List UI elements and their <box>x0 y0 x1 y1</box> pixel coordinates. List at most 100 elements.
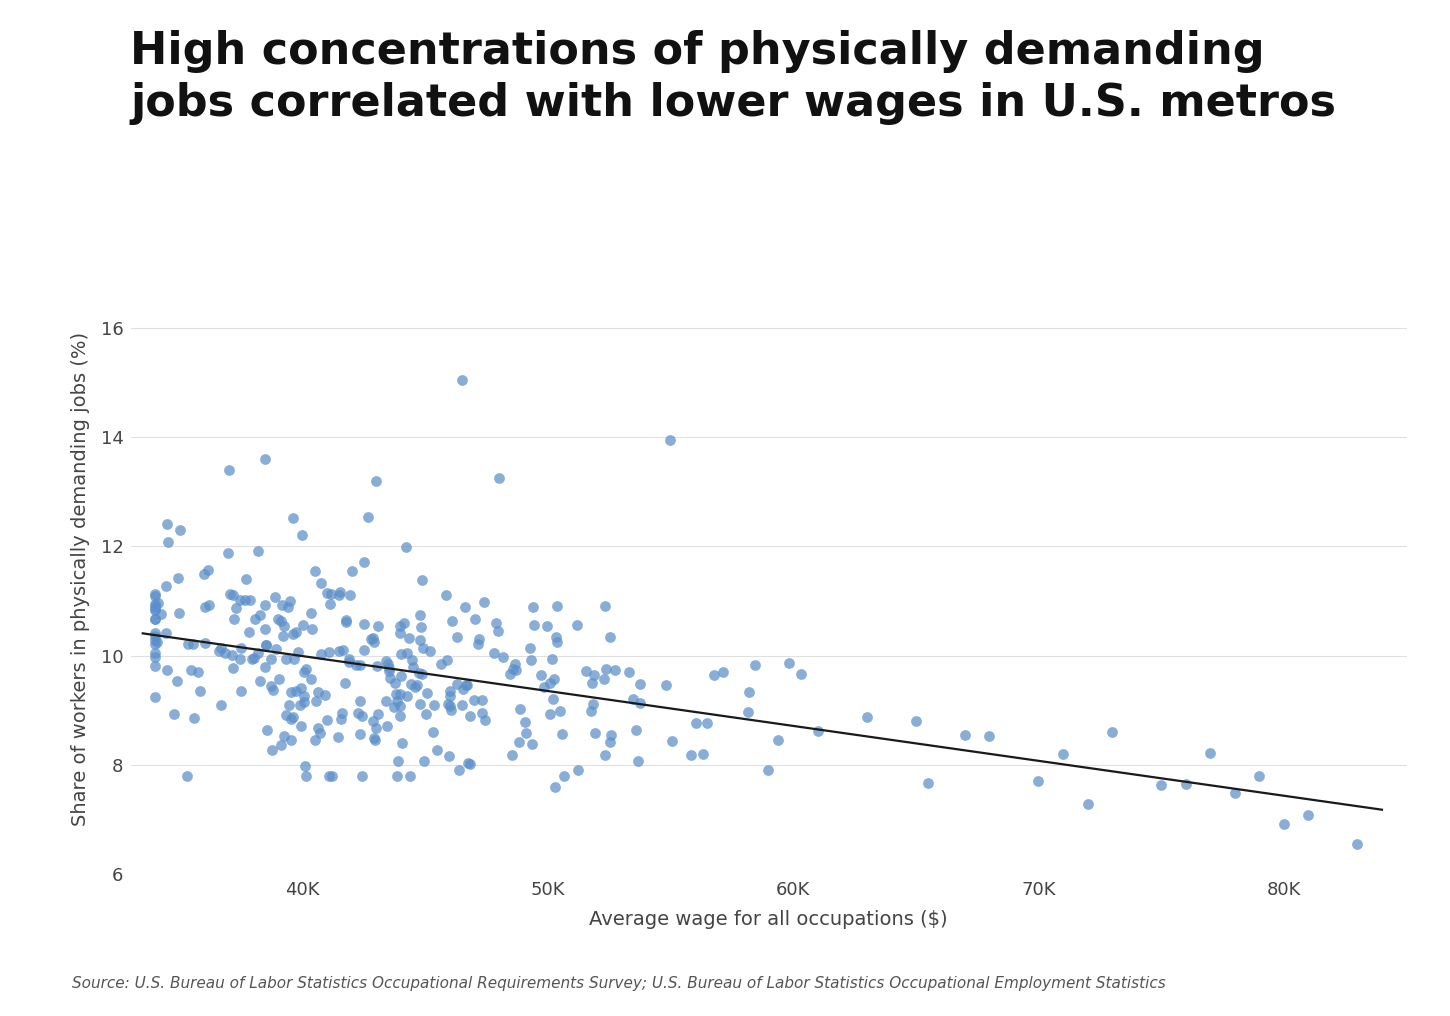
Point <box>393 616 416 632</box>
Point <box>247 543 270 559</box>
Point <box>622 691 645 707</box>
Point <box>309 725 332 742</box>
Point <box>532 679 555 695</box>
Point <box>471 593 494 610</box>
Point <box>254 451 277 467</box>
Point <box>144 625 167 641</box>
Point <box>403 679 426 695</box>
Point <box>244 611 267 627</box>
Point <box>448 762 471 778</box>
Point <box>407 665 431 682</box>
Point <box>146 595 170 612</box>
Point <box>1199 745 1222 761</box>
Point <box>144 628 167 644</box>
Point <box>318 767 341 783</box>
Point <box>438 683 461 699</box>
Point <box>157 533 180 550</box>
Point <box>188 683 212 699</box>
Point <box>144 689 167 705</box>
Point <box>175 767 199 783</box>
Point <box>412 753 435 769</box>
Point <box>535 619 558 635</box>
Point <box>329 711 352 727</box>
Point <box>228 650 251 666</box>
Point <box>331 705 354 721</box>
Point <box>180 661 203 678</box>
Point <box>349 693 373 709</box>
Point <box>410 572 434 588</box>
Point <box>415 685 438 701</box>
Point <box>225 600 248 617</box>
Point <box>692 746 715 762</box>
X-axis label: Average wage for all occupations ($): Average wage for all occupations ($) <box>589 909 948 929</box>
Point <box>583 666 606 683</box>
Point <box>522 617 545 633</box>
Point <box>273 618 296 634</box>
Point <box>695 714 718 731</box>
Point <box>286 644 309 660</box>
Point <box>593 672 616 688</box>
Point <box>603 661 626 678</box>
Point <box>594 661 618 678</box>
Point <box>658 432 682 448</box>
Point <box>381 698 405 714</box>
Point <box>229 640 252 656</box>
Point <box>1027 773 1050 789</box>
Point <box>291 694 315 710</box>
Point <box>499 666 522 683</box>
Point <box>284 624 307 640</box>
Point <box>144 587 167 604</box>
Point <box>318 596 341 613</box>
Point <box>660 734 683 750</box>
Point <box>289 718 312 735</box>
Text: High concentrations of physically demanding
jobs correlated with lower wages in : High concentrations of physically demand… <box>130 30 1337 125</box>
Point <box>394 645 418 661</box>
Point <box>450 372 473 388</box>
Point <box>457 755 480 771</box>
Point <box>412 640 435 656</box>
Point <box>334 675 357 691</box>
Point <box>389 618 412 634</box>
Point <box>445 629 468 645</box>
Point <box>270 613 293 629</box>
Point <box>550 725 573 742</box>
Point <box>503 656 526 673</box>
Point <box>593 597 616 614</box>
Point <box>410 666 434 683</box>
Point <box>365 657 389 674</box>
Point <box>467 635 490 651</box>
Point <box>389 708 412 724</box>
Point <box>702 668 725 684</box>
Point <box>806 723 829 740</box>
Point <box>155 515 178 531</box>
Point <box>364 719 387 736</box>
Point <box>521 736 544 752</box>
Point <box>399 676 422 692</box>
Point <box>238 592 261 609</box>
Point <box>450 697 473 713</box>
Point <box>284 683 307 699</box>
Point <box>1296 807 1320 823</box>
Point <box>451 682 474 698</box>
Point <box>789 665 812 682</box>
Point <box>467 631 490 647</box>
Point <box>487 470 510 487</box>
Point <box>367 706 390 722</box>
Point <box>271 628 294 644</box>
Point <box>309 645 332 661</box>
Point <box>239 651 262 668</box>
Text: Source: U.S. Bureau of Labor Statistics Occupational Requirements Survey; U.S. B: Source: U.S. Bureau of Labor Statistics … <box>72 975 1166 991</box>
Point <box>144 649 167 665</box>
Point <box>455 677 479 693</box>
Point <box>300 621 323 637</box>
Point <box>283 650 306 666</box>
Point <box>276 599 299 616</box>
Point <box>378 670 402 686</box>
Point <box>267 612 290 628</box>
Point <box>306 720 329 737</box>
Point <box>464 612 487 628</box>
Point <box>235 571 258 587</box>
Point <box>197 597 220 614</box>
Point <box>144 657 167 674</box>
Point <box>177 636 200 652</box>
